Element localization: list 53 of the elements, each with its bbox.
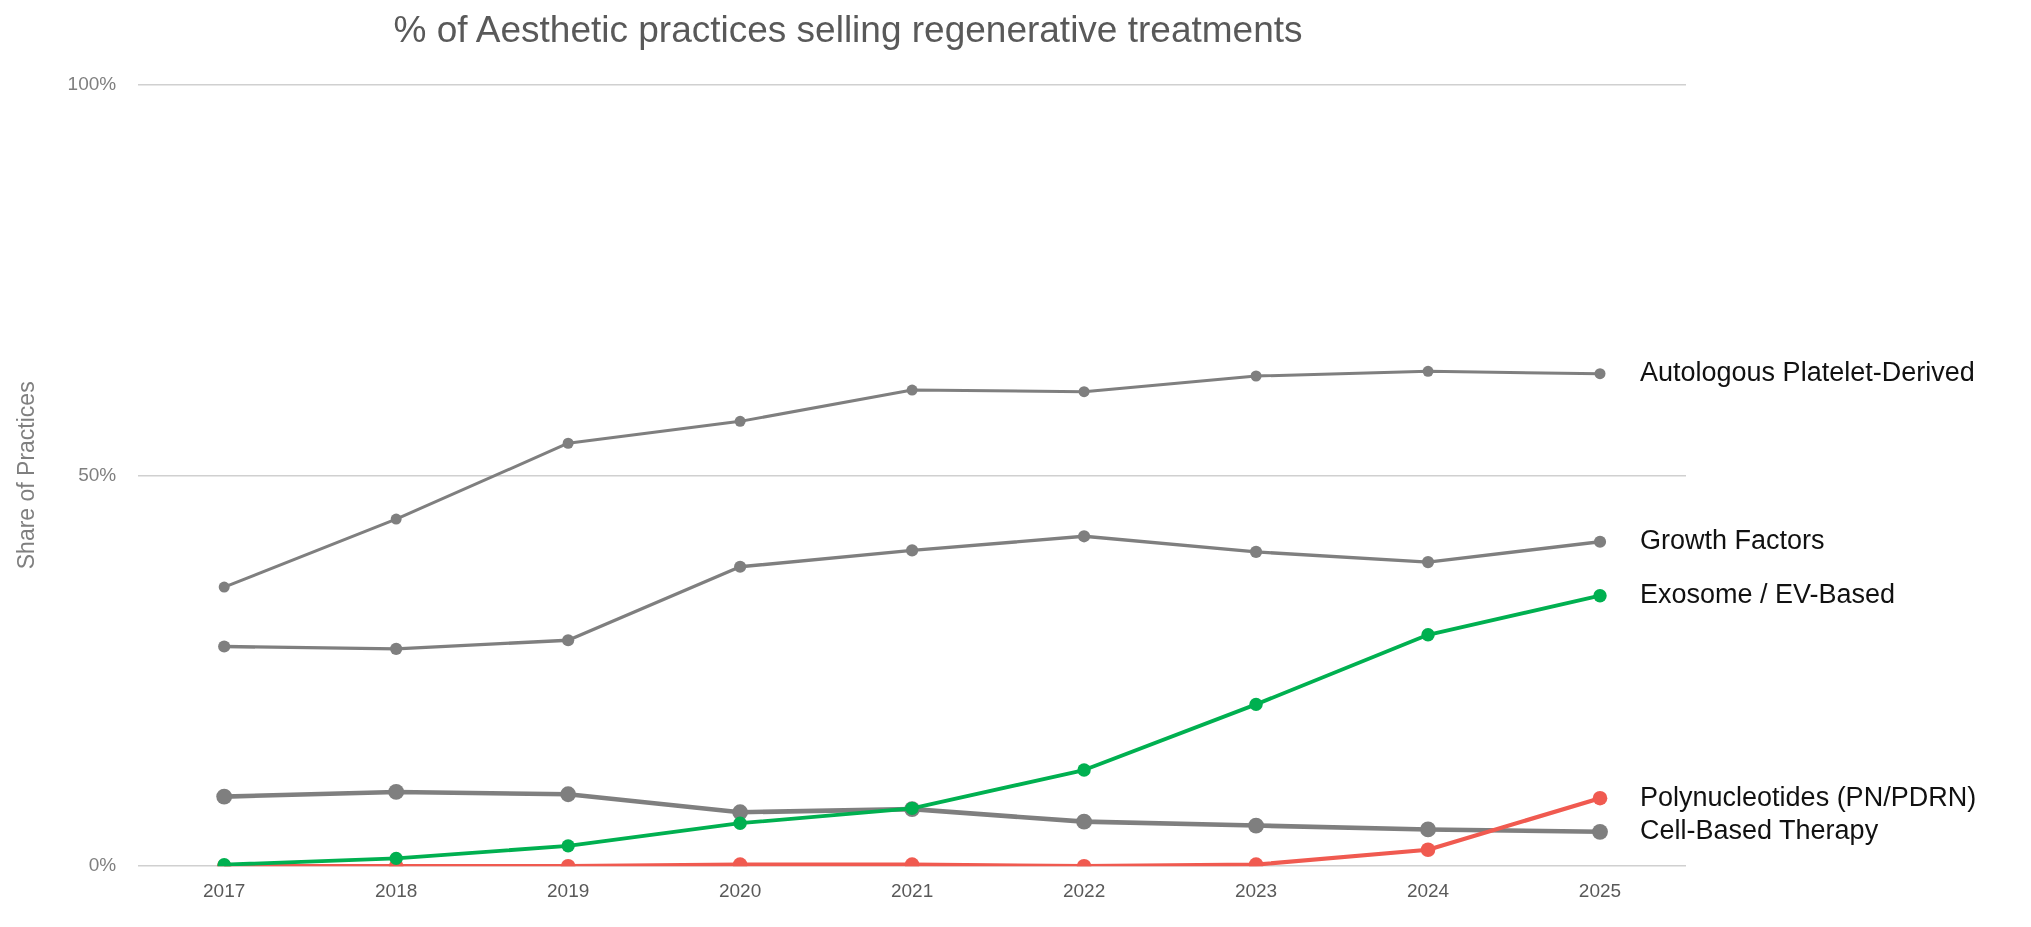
point	[1249, 545, 1263, 559]
point	[1420, 821, 1436, 838]
point	[560, 786, 577, 803]
point	[1249, 697, 1263, 712]
x-tick-label: 2025	[1578, 879, 1622, 901]
series-label: Cell-Based Therapy	[1640, 815, 1879, 846]
point	[388, 784, 405, 800]
point	[1593, 535, 1607, 548]
point	[562, 634, 575, 647]
x-tick-label: 2019	[547, 879, 590, 901]
point	[1076, 813, 1092, 830]
series-label: Polynucleotides (PN/PDRN)	[1640, 781, 1977, 812]
point	[216, 788, 233, 805]
point	[1078, 386, 1090, 398]
point	[1594, 368, 1606, 380]
point	[1248, 817, 1264, 834]
point	[1420, 842, 1436, 858]
x-tick-label: 2017	[203, 879, 246, 901]
point	[562, 437, 574, 449]
y-tick-label: 50%	[78, 463, 117, 485]
x-tick-label: 2022	[1062, 879, 1106, 901]
x-tick-label: 2023	[1234, 879, 1278, 901]
point	[389, 851, 403, 866]
point	[1250, 370, 1262, 382]
chart-title: % of Aesthetic practices selling regenerative treatments	[393, 9, 1303, 51]
point	[1077, 530, 1091, 543]
point	[1592, 790, 1608, 806]
y-axis-title: Share of Practices	[13, 381, 40, 570]
series-label: Growth Factors	[1640, 525, 1825, 556]
x-tick-label: 2020	[718, 879, 762, 901]
y-tick-label: 0%	[88, 854, 117, 876]
point	[734, 560, 747, 573]
point	[561, 839, 575, 853]
point	[1422, 365, 1434, 377]
series-label: Exosome / EV-Based	[1640, 579, 1896, 610]
point	[390, 642, 403, 655]
point	[390, 513, 402, 525]
point	[1593, 589, 1607, 603]
x-tick-label: 2021	[890, 879, 934, 901]
point	[734, 415, 746, 427]
point	[218, 640, 231, 653]
point	[733, 816, 747, 830]
point	[1592, 823, 1608, 840]
point	[1421, 628, 1435, 642]
point	[1077, 763, 1091, 777]
point	[218, 581, 230, 593]
point	[1421, 555, 1435, 569]
point	[906, 384, 918, 396]
y-tick-label: 100%	[67, 72, 117, 94]
series-label: Autologous Platelet-Derived	[1640, 357, 1975, 388]
point	[906, 544, 919, 557]
x-tick-label: 2024	[1406, 879, 1450, 901]
x-tick-label: 2018	[375, 879, 418, 901]
